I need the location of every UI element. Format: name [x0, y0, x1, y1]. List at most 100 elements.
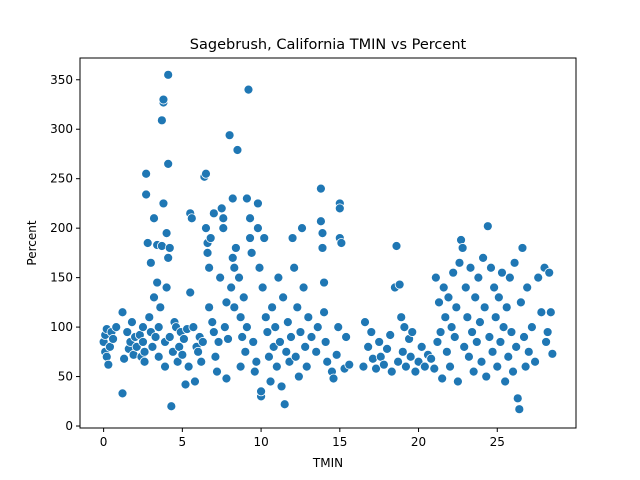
data-point: [271, 361, 282, 372]
data-point: [434, 297, 444, 308]
data-point: [177, 349, 188, 360]
data-point: [270, 322, 281, 332]
data-point: [276, 381, 287, 392]
data-point: [117, 307, 128, 318]
data-point: [300, 341, 311, 352]
data-point: [245, 213, 255, 224]
data-point: [511, 341, 522, 352]
data-point: [479, 302, 490, 313]
data-point: [514, 404, 525, 415]
y-axis: 0 50 100 150 200 250 300 350: [50, 73, 80, 433]
data-point: [259, 233, 270, 243]
data-point: [475, 317, 485, 328]
data-point: [156, 115, 167, 126]
data-point: [316, 216, 326, 227]
data-point: [430, 272, 441, 283]
data-point: [498, 322, 509, 332]
x-axis: 0 5 10 15 20 25: [100, 428, 505, 449]
data-point: [281, 346, 292, 357]
data-point: [221, 373, 232, 384]
data-point: [204, 302, 215, 313]
y-axis-title: Percent: [25, 220, 39, 265]
data-point: [527, 322, 537, 332]
data-point: [445, 361, 455, 372]
data-point: [360, 317, 370, 328]
data-point: [208, 208, 219, 219]
data-point: [295, 327, 306, 337]
data-point: [517, 243, 528, 253]
x-tick-label: 15: [332, 435, 347, 449]
data-point: [317, 228, 328, 239]
data-point: [242, 322, 252, 332]
data-point: [248, 337, 259, 347]
data-point: [122, 327, 133, 337]
data-point: [470, 292, 481, 303]
data-point: [227, 252, 238, 263]
data-point: [416, 341, 427, 352]
data-point: [397, 346, 408, 357]
data-point: [262, 327, 273, 337]
x-tick-label: 5: [179, 435, 187, 449]
y-tick-label: 50: [58, 370, 73, 384]
data-point: [541, 337, 551, 347]
data-point: [515, 297, 526, 308]
data-point: [328, 373, 339, 384]
data-point: [254, 262, 265, 273]
data-point: [464, 351, 474, 362]
data-point: [196, 356, 207, 367]
data-point: [292, 302, 303, 313]
data-point: [441, 346, 452, 357]
data-point: [267, 302, 278, 313]
y-tick-label: 250: [50, 172, 73, 186]
data-point: [344, 359, 355, 370]
data-point: [508, 366, 518, 377]
data-point: [426, 353, 437, 364]
data-point: [490, 312, 501, 323]
data-point: [419, 361, 430, 372]
data-point: [287, 233, 298, 243]
data-point: [221, 297, 232, 308]
x-axis-title: TMIN: [312, 456, 343, 470]
data-point: [265, 376, 276, 387]
data-point: [437, 373, 448, 384]
data-point: [319, 307, 329, 318]
x-tick-label: 10: [253, 435, 268, 449]
data-point: [164, 332, 175, 342]
data-point: [253, 223, 263, 234]
data-point: [138, 322, 148, 332]
data-point: [401, 361, 411, 372]
data-point: [396, 312, 407, 323]
data-point: [544, 267, 555, 278]
data-point: [138, 337, 148, 347]
data-point: [311, 346, 322, 357]
data-point: [216, 203, 227, 214]
data-point: [204, 262, 215, 273]
data-point: [297, 223, 307, 234]
data-point: [210, 351, 221, 362]
data-point: [495, 337, 506, 347]
data-point: [462, 312, 473, 323]
data-point: [512, 393, 523, 404]
data-point: [478, 252, 489, 263]
data-point: [145, 257, 156, 268]
data-point: [150, 332, 161, 342]
data-point: [155, 302, 166, 313]
data-point: [443, 292, 454, 303]
data-point: [186, 213, 197, 224]
data-point: [523, 346, 534, 357]
data-point: [149, 213, 159, 224]
data-point: [448, 267, 459, 278]
data-point: [164, 243, 175, 253]
y-tick-label: 150: [50, 271, 73, 285]
data-point: [232, 145, 243, 155]
data-point: [503, 351, 514, 362]
data-point: [229, 302, 240, 313]
data-point: [278, 292, 289, 303]
data-point: [215, 272, 226, 283]
data-point: [103, 359, 114, 370]
data-point: [533, 272, 544, 283]
data-point: [449, 332, 460, 342]
data-point: [243, 84, 254, 95]
data-point: [468, 366, 479, 377]
data-point: [366, 327, 377, 337]
